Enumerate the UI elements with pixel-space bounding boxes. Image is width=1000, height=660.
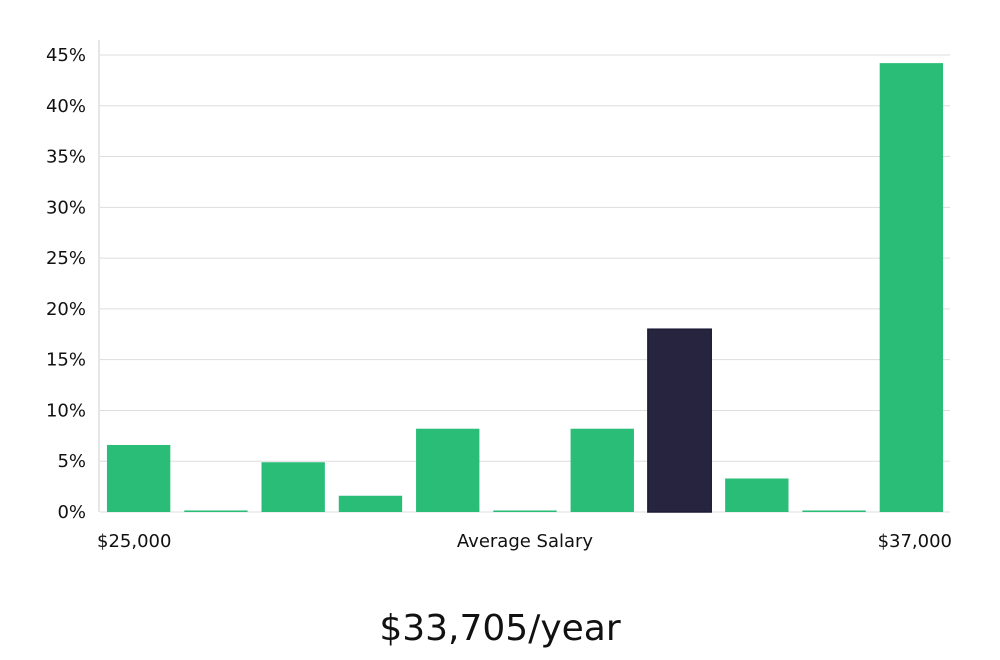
y-tick-labels: 0% 5% 10% 15% 20% 25% 30% 35% 40% 45% (46, 45, 86, 523)
y-tick-label: 0% (57, 502, 86, 523)
bar (184, 510, 248, 512)
salary-histogram: 0% 5% 10% 15% 20% 25% 30% 35% 40% 45% $25,000 Ave… (46, 40, 952, 552)
y-tick-label: 40% (46, 96, 86, 117)
y-tick-label: 45% (46, 45, 86, 66)
x-axis-title: Average Salary (457, 531, 594, 552)
bars (106, 63, 944, 513)
gridlines (100, 54, 950, 513)
x-min-label: $25,000 (97, 531, 171, 552)
y-tick-label: 35% (46, 147, 86, 168)
bar (338, 495, 403, 512)
y-tick-label: 20% (46, 299, 86, 320)
x-max-label: $37,000 (878, 531, 952, 552)
bar (879, 63, 944, 512)
bar (416, 428, 480, 512)
bar (493, 510, 557, 512)
y-tick-label: 10% (46, 400, 86, 421)
bar-highlighted (647, 328, 712, 513)
y-tick-label: 25% (46, 248, 86, 269)
average-salary-value: $33,705/year (379, 608, 621, 649)
bar (725, 478, 789, 512)
bar (106, 444, 171, 512)
bar (261, 462, 325, 512)
y-tick-label: 30% (46, 197, 86, 218)
bar (570, 428, 634, 512)
bar (802, 510, 866, 512)
y-tick-label: 15% (46, 350, 86, 371)
y-tick-label: 5% (57, 451, 86, 472)
